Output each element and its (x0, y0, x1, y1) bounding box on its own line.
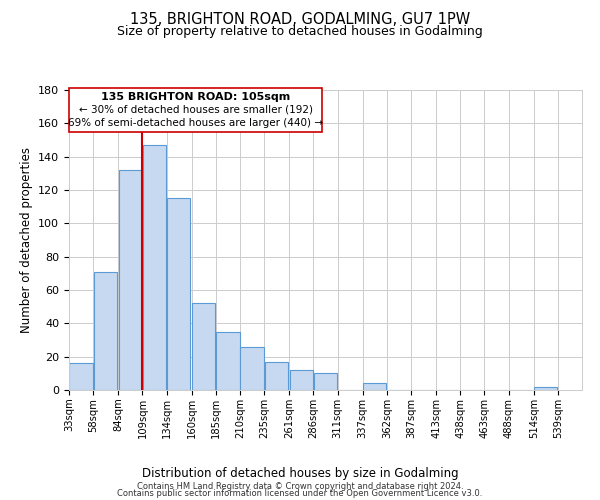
Text: Contains HM Land Registry data © Crown copyright and database right 2024.: Contains HM Land Registry data © Crown c… (137, 482, 463, 491)
Text: 135 BRIGHTON ROAD: 105sqm: 135 BRIGHTON ROAD: 105sqm (101, 92, 290, 102)
Bar (119, 170, 142, 390)
Text: 135, BRIGHTON ROAD, GODALMING, GU7 1PW: 135, BRIGHTON ROAD, GODALMING, GU7 1PW (130, 12, 470, 28)
Text: Size of property relative to detached houses in Godalming: Size of property relative to detached ho… (117, 25, 483, 38)
Bar (241, 346, 264, 390)
Bar (534, 386, 557, 390)
Text: Contains public sector information licensed under the Open Government Licence v3: Contains public sector information licen… (118, 489, 482, 498)
FancyBboxPatch shape (69, 88, 322, 132)
Bar (143, 145, 166, 390)
Bar (363, 384, 386, 390)
Text: Distribution of detached houses by size in Godalming: Distribution of detached houses by size … (142, 467, 458, 480)
Bar (290, 370, 313, 390)
Bar (216, 332, 239, 390)
Text: 69% of semi-detached houses are larger (440) →: 69% of semi-detached houses are larger (… (68, 118, 323, 128)
Bar (265, 362, 288, 390)
Bar (167, 198, 190, 390)
Text: ← 30% of detached houses are smaller (192): ← 30% of detached houses are smaller (19… (79, 105, 313, 115)
Bar (314, 374, 337, 390)
Bar (70, 364, 93, 390)
Bar (192, 304, 215, 390)
Y-axis label: Number of detached properties: Number of detached properties (20, 147, 32, 333)
Bar (94, 272, 117, 390)
